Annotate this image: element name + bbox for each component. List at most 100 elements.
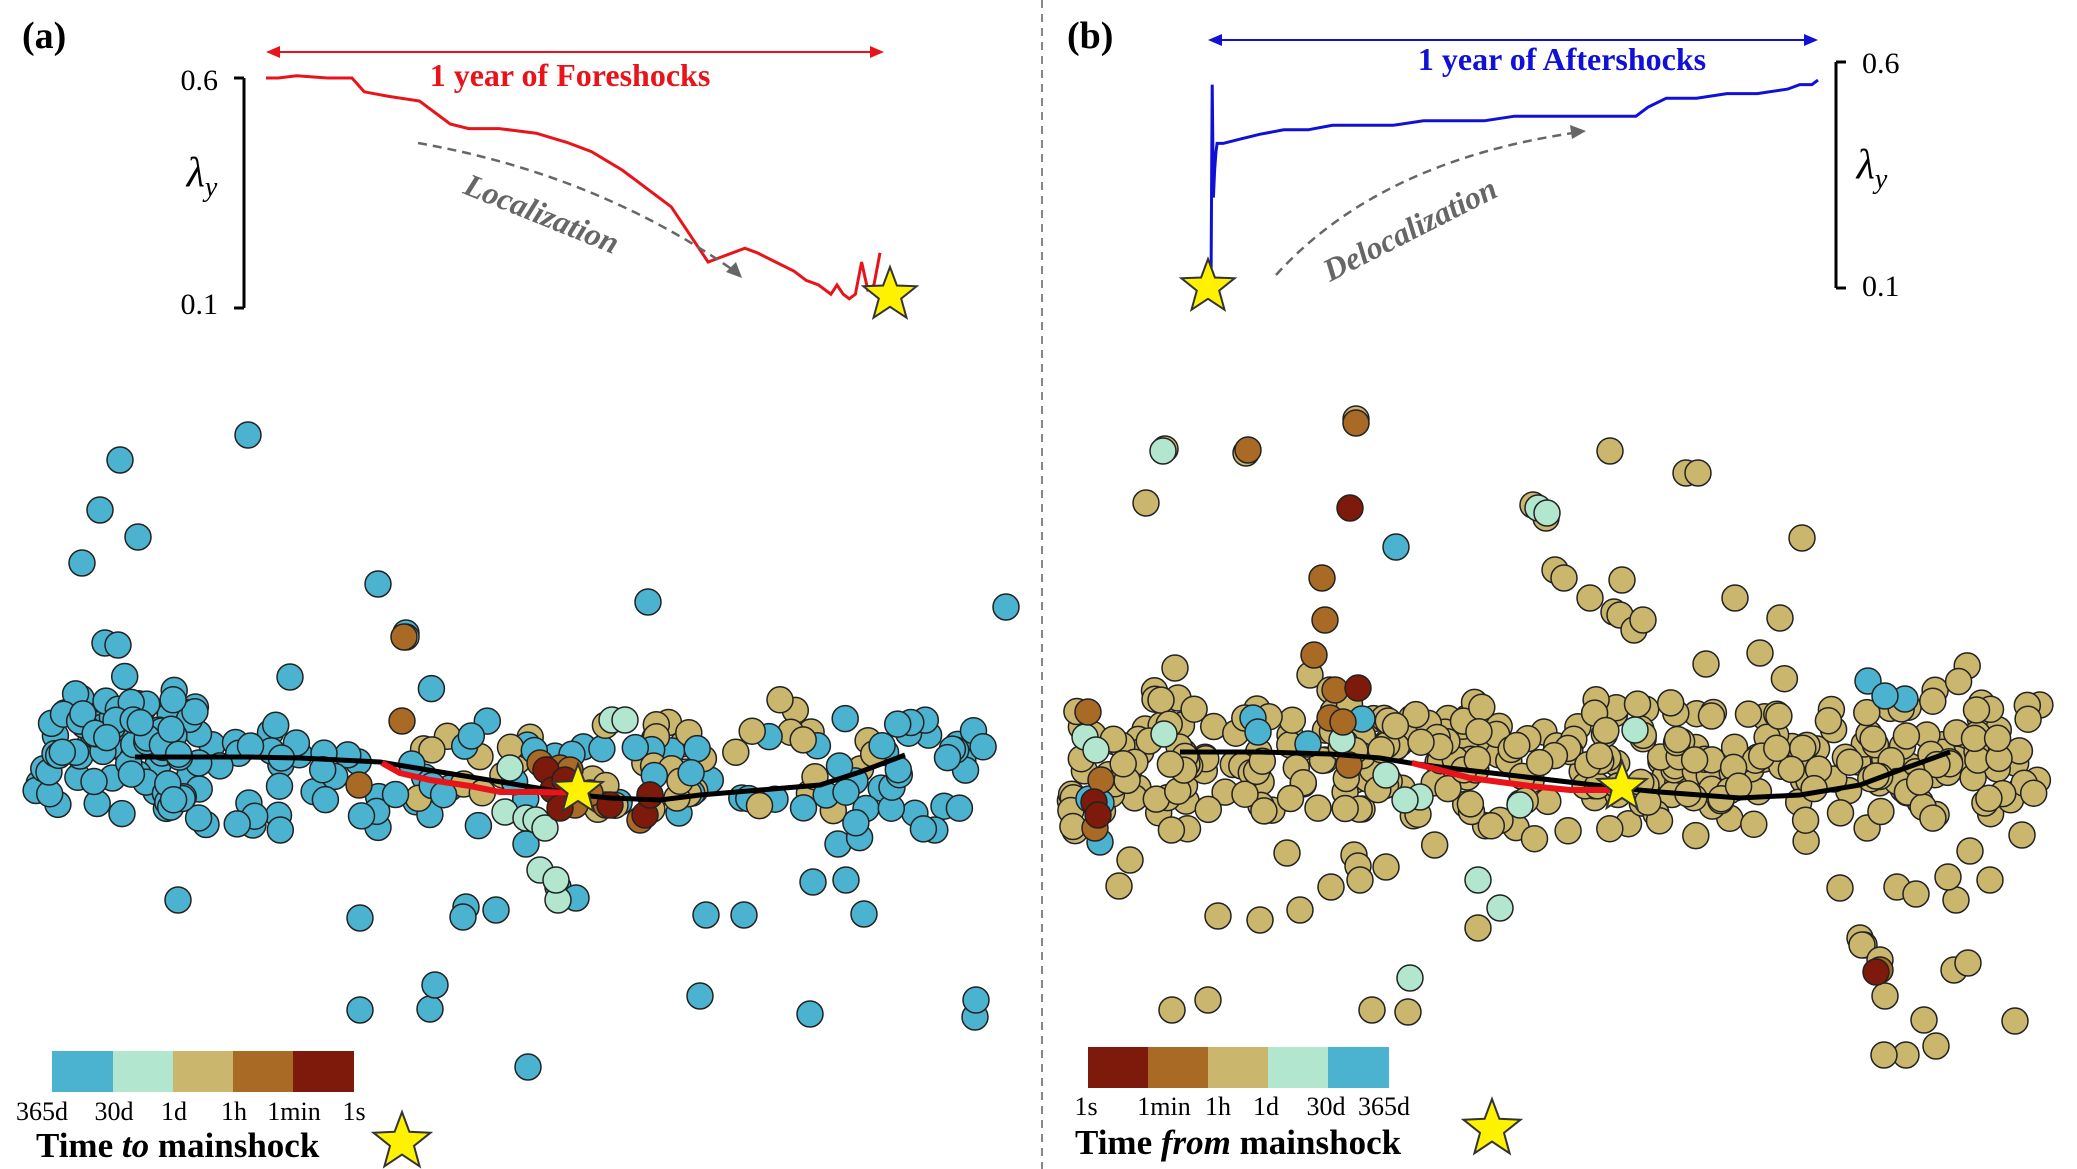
- earthquake-dot: [945, 794, 974, 822]
- earthquake-dot: [69, 700, 97, 728]
- panel-b-legend-star: [1460, 1096, 1524, 1156]
- panel-b-colorbar: [1088, 1047, 1389, 1088]
- earthquake-dot: [730, 901, 758, 929]
- earthquake-dot: [1826, 874, 1854, 902]
- panel-a-y-axis: 0.6 0.1 λy: [181, 64, 246, 321]
- earthquake-dot: [1954, 949, 1982, 977]
- earthquake-dot: [1734, 700, 1763, 728]
- earthquake-dot: [1905, 768, 1934, 796]
- earthquake-dot: [110, 662, 139, 691]
- earthquake-dot: [164, 886, 192, 914]
- earthquake-dot: [1942, 886, 1970, 914]
- earthquake-dot: [1960, 724, 1989, 753]
- earthquake-dot: [1976, 866, 2004, 894]
- panel-a-colorbar-30d: [113, 1051, 173, 1092]
- earthquake-dot: [1870, 1041, 1898, 1069]
- panel-b-rupture-trace: [1411, 760, 1620, 793]
- earthquake-dot: [1105, 872, 1133, 900]
- earthquake-dot: [1697, 702, 1726, 730]
- earthquake-dot: [1826, 799, 1855, 827]
- earthquake-dot: [883, 710, 912, 738]
- earthquake-dot: [417, 674, 446, 703]
- earthquake-dot: [1956, 837, 1984, 865]
- panel-b-ytick-bottom: 0.1: [1862, 270, 1900, 303]
- panel-b-tick-5: 365d: [1358, 1092, 1410, 1121]
- earthquake-dot: [1770, 664, 1799, 693]
- panel-b-lambda-line: [1209, 78, 1819, 289]
- earthquake-dot: [1396, 964, 1424, 992]
- earthquake-dot: [1608, 566, 1636, 594]
- earthquake-dot: [832, 866, 860, 894]
- earthquake-dot: [1308, 564, 1336, 592]
- earthquake-dot: [683, 734, 711, 763]
- earthquake-dot: [346, 904, 374, 932]
- earthquake-dot: [381, 780, 410, 809]
- earthquake-dot: [1520, 824, 1549, 853]
- earthquake-dot: [1506, 791, 1534, 819]
- earthquake-dot: [1871, 682, 1899, 710]
- earthquake-dot: [1394, 998, 1422, 1026]
- earthquake-dot: [1082, 736, 1110, 764]
- earthquake-dot: [842, 809, 870, 837]
- panel-b-colorbar-1d: [1268, 1047, 1328, 1088]
- earthquake-dot: [1975, 784, 2003, 813]
- earthquake-dot: [1300, 641, 1328, 669]
- earthquake-dot: [722, 738, 750, 766]
- earthquake-dot: [1791, 806, 1820, 834]
- earthquake-dot: [1682, 821, 1710, 850]
- earthquake-dot: [1161, 654, 1189, 682]
- earthquake-dot: [992, 593, 1020, 621]
- earthquake-dot: [1276, 784, 1305, 813]
- earthquake-dot: [1629, 606, 1657, 634]
- earthquake-dot: [1746, 639, 1774, 667]
- earthquake-dot: [621, 733, 650, 762]
- panel-a-legend-title: Time to mainshock: [36, 1126, 320, 1165]
- earthquake-dot: [1621, 716, 1649, 744]
- panel-a-tick-3: 1h: [221, 1097, 247, 1126]
- panel-a-mainshock-star-map: [550, 761, 606, 814]
- earthquake-dot: [738, 717, 766, 745]
- panel-a-colorbar-1d: [173, 1051, 233, 1092]
- earthquake-dot: [1871, 982, 1899, 1010]
- earthquake-dot: [157, 715, 185, 744]
- earthquake-dot: [1550, 564, 1578, 592]
- earthquake-dot: [261, 711, 290, 739]
- earthquake-dot: [1934, 863, 1962, 891]
- earthquake-dot: [1331, 794, 1359, 823]
- panel-a-fault-trace: [135, 752, 906, 803]
- earthquake-dot: [1663, 725, 1692, 754]
- earthquake-dot: [1486, 894, 1514, 922]
- earthquake-dot: [464, 811, 493, 840]
- panel-a-scatter: [22, 421, 1020, 1081]
- earthquake-dot: [1372, 853, 1400, 881]
- earthquake-dot: [124, 523, 152, 551]
- earthquake-dot: [969, 733, 997, 761]
- earthquake-dot: [266, 816, 295, 844]
- panel-a-tick-1: 30d: [95, 1097, 134, 1126]
- panel-b-tick-4: 30d: [1307, 1092, 1346, 1121]
- earthquake-dot: [692, 901, 720, 929]
- earthquake-dot: [1157, 816, 1186, 844]
- panel-a-mainshock-star-top: [860, 264, 920, 321]
- earthquake-dot: [1892, 722, 1921, 750]
- earthquake-dot: [1721, 584, 1749, 612]
- earthquake-dot: [276, 663, 304, 691]
- panel-b-delocalization-label: Delocalization: [1316, 170, 1503, 289]
- panel-a-title: 1 year of Foreshocks: [430, 57, 711, 93]
- earthquake-dot: [542, 866, 570, 894]
- earthquake-dot: [159, 786, 188, 814]
- earthquake-dot: [265, 772, 294, 800]
- earthquake-dot: [1234, 436, 1262, 464]
- earthquake-dot: [1147, 686, 1175, 714]
- earthquake-dot: [1278, 706, 1307, 734]
- earthquake-dot: [1336, 494, 1364, 522]
- earthquake-dot: [346, 996, 374, 1024]
- earthquake-dot: [514, 1053, 542, 1081]
- earthquake-dot: [2014, 705, 2042, 733]
- panel-a-span-arrow: [266, 46, 884, 58]
- earthquake-dot: [2001, 1007, 2029, 1035]
- earthquake-dot: [1344, 674, 1372, 702]
- earthquake-dot: [1321, 676, 1349, 704]
- earthquake-dot: [1656, 689, 1685, 717]
